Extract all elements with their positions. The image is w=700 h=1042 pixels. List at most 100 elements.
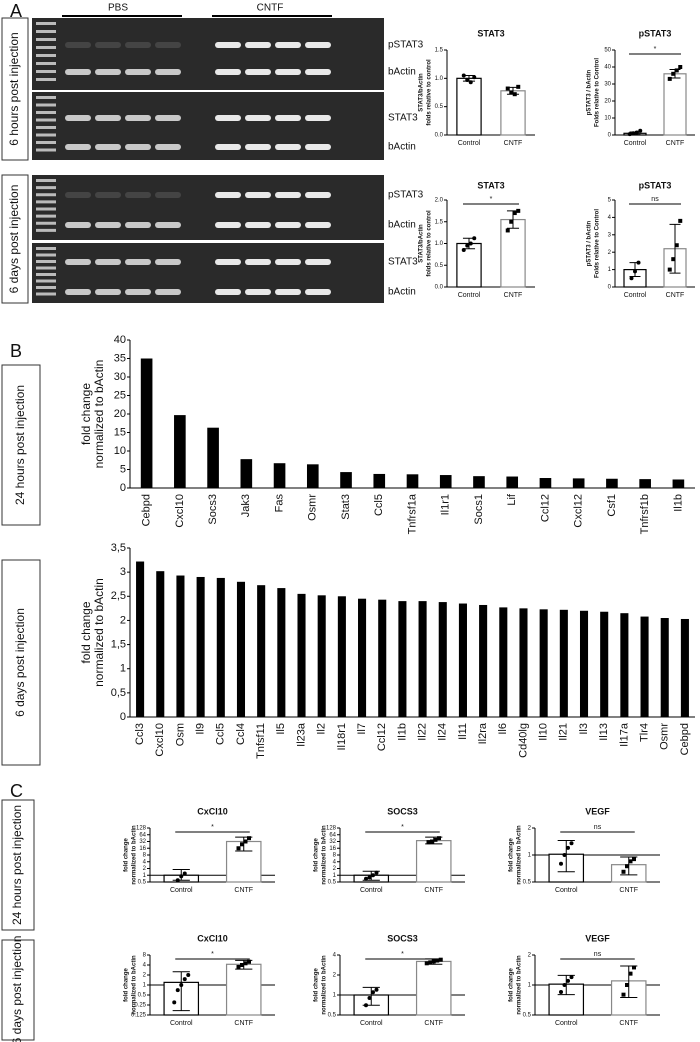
bar	[539, 609, 548, 717]
ladder-band	[36, 279, 56, 283]
y-tick-label: 3,5	[111, 542, 126, 554]
bar	[539, 478, 552, 488]
x-tick-label: Jak3	[240, 494, 252, 517]
data-point	[569, 975, 574, 980]
significance-label: *	[490, 196, 493, 203]
ladder-band	[36, 292, 56, 296]
blot-band	[125, 192, 151, 198]
data-point	[428, 960, 433, 965]
chart-title: SOCS3	[387, 933, 418, 943]
y-axis-label: STAT3/bActin	[419, 224, 425, 263]
chart-title: VEGF	[585, 806, 610, 816]
significance-label: ns	[651, 196, 659, 203]
y-tick-label: 1	[333, 993, 337, 999]
ladder-band	[36, 126, 56, 129]
ladder-band	[36, 186, 56, 190]
x-tick-label: Il7	[356, 723, 368, 735]
data-point	[566, 978, 570, 983]
y-tick-label: 0.5	[435, 104, 444, 110]
data-point	[509, 219, 514, 224]
blot-band	[245, 144, 271, 150]
x-tick-label: Ccl4	[235, 723, 247, 745]
x-tick-label: Il11	[457, 723, 469, 740]
x-tick-label: Cebpd	[679, 723, 691, 755]
y-tick-label: 4	[608, 215, 612, 221]
y-tick-label: 8	[143, 853, 147, 859]
bar	[456, 77, 482, 136]
y-tick-label: 128	[136, 826, 147, 832]
bar	[225, 963, 262, 1016]
significance-label: *	[211, 824, 214, 831]
y-tick-label: 2	[143, 866, 147, 872]
ladder-band	[36, 148, 56, 152]
significance-label: *	[211, 951, 214, 958]
blot-band	[125, 259, 151, 265]
data-point	[632, 857, 636, 862]
y-axis-label: fold change	[314, 838, 320, 872]
data-point	[431, 959, 436, 964]
chart-title: CxCl10	[197, 933, 228, 943]
data-point	[505, 86, 510, 91]
data-point	[437, 836, 441, 841]
blot	[32, 175, 384, 240]
y-tick-label: 0,5	[111, 687, 126, 699]
blot-band	[215, 222, 241, 228]
data-point	[671, 71, 676, 76]
x-tick-label: Control	[458, 140, 481, 147]
error-bar-lower	[172, 982, 190, 1012]
bar	[174, 415, 186, 488]
y-tick-label: 0.5	[435, 263, 444, 269]
blot-band	[245, 69, 271, 75]
blot-band	[305, 222, 331, 228]
blot-band	[65, 42, 91, 48]
x-tick-label: Ccl3	[134, 723, 146, 745]
x-tick-label: CNTF	[619, 887, 638, 894]
blot-label: bActin	[388, 220, 416, 231]
ladder-band	[36, 214, 56, 218]
blot-label: pSTAT3	[388, 190, 424, 201]
bar	[500, 218, 526, 288]
chart-title: pSTAT3	[639, 28, 672, 38]
data-point	[634, 130, 639, 135]
data-point	[627, 132, 632, 137]
x-tick-label: Tnfrsf1a	[406, 493, 418, 534]
blot-band	[215, 69, 241, 75]
y-tick-label: 2	[608, 250, 612, 256]
blot-band	[65, 289, 91, 295]
y-tick-label: 50	[604, 48, 611, 54]
data-point	[667, 267, 672, 272]
blot-label: STAT3	[388, 257, 418, 268]
row-box	[1, 939, 35, 1041]
significance-label: *	[401, 951, 404, 958]
y-tick-label: 0.0	[435, 285, 444, 291]
blot-band	[275, 115, 301, 121]
y-axis-label: pSTAT3 / bActin	[587, 220, 593, 266]
data-point	[674, 243, 679, 248]
bar	[438, 602, 447, 717]
bar	[672, 479, 685, 488]
x-tick-label: Osmr	[307, 494, 319, 521]
bar	[418, 601, 427, 717]
chart-title: CxCl10	[197, 806, 228, 816]
y-tick-label: 1	[528, 983, 532, 989]
bar	[415, 960, 452, 1016]
data-point	[472, 236, 477, 241]
x-tick-label: Tnfsf11	[255, 723, 267, 759]
ladder-band	[36, 46, 56, 49]
error-bar	[669, 223, 681, 274]
data-point	[512, 211, 517, 216]
y-axis-label: fold change	[509, 968, 515, 1002]
data-point	[671, 257, 676, 262]
blot-band	[125, 69, 151, 75]
blot-band	[245, 259, 271, 265]
data-point	[621, 992, 626, 997]
row-label: 24 hours post injection	[13, 385, 27, 505]
ladder-band	[36, 221, 56, 225]
panel-letter: A	[10, 1, 22, 21]
y-tick-label: 10	[604, 116, 611, 122]
bar	[317, 595, 326, 717]
bar	[473, 476, 485, 488]
x-tick-label: CNTF	[666, 292, 685, 299]
bar	[500, 90, 526, 136]
ladder-band	[36, 193, 56, 197]
